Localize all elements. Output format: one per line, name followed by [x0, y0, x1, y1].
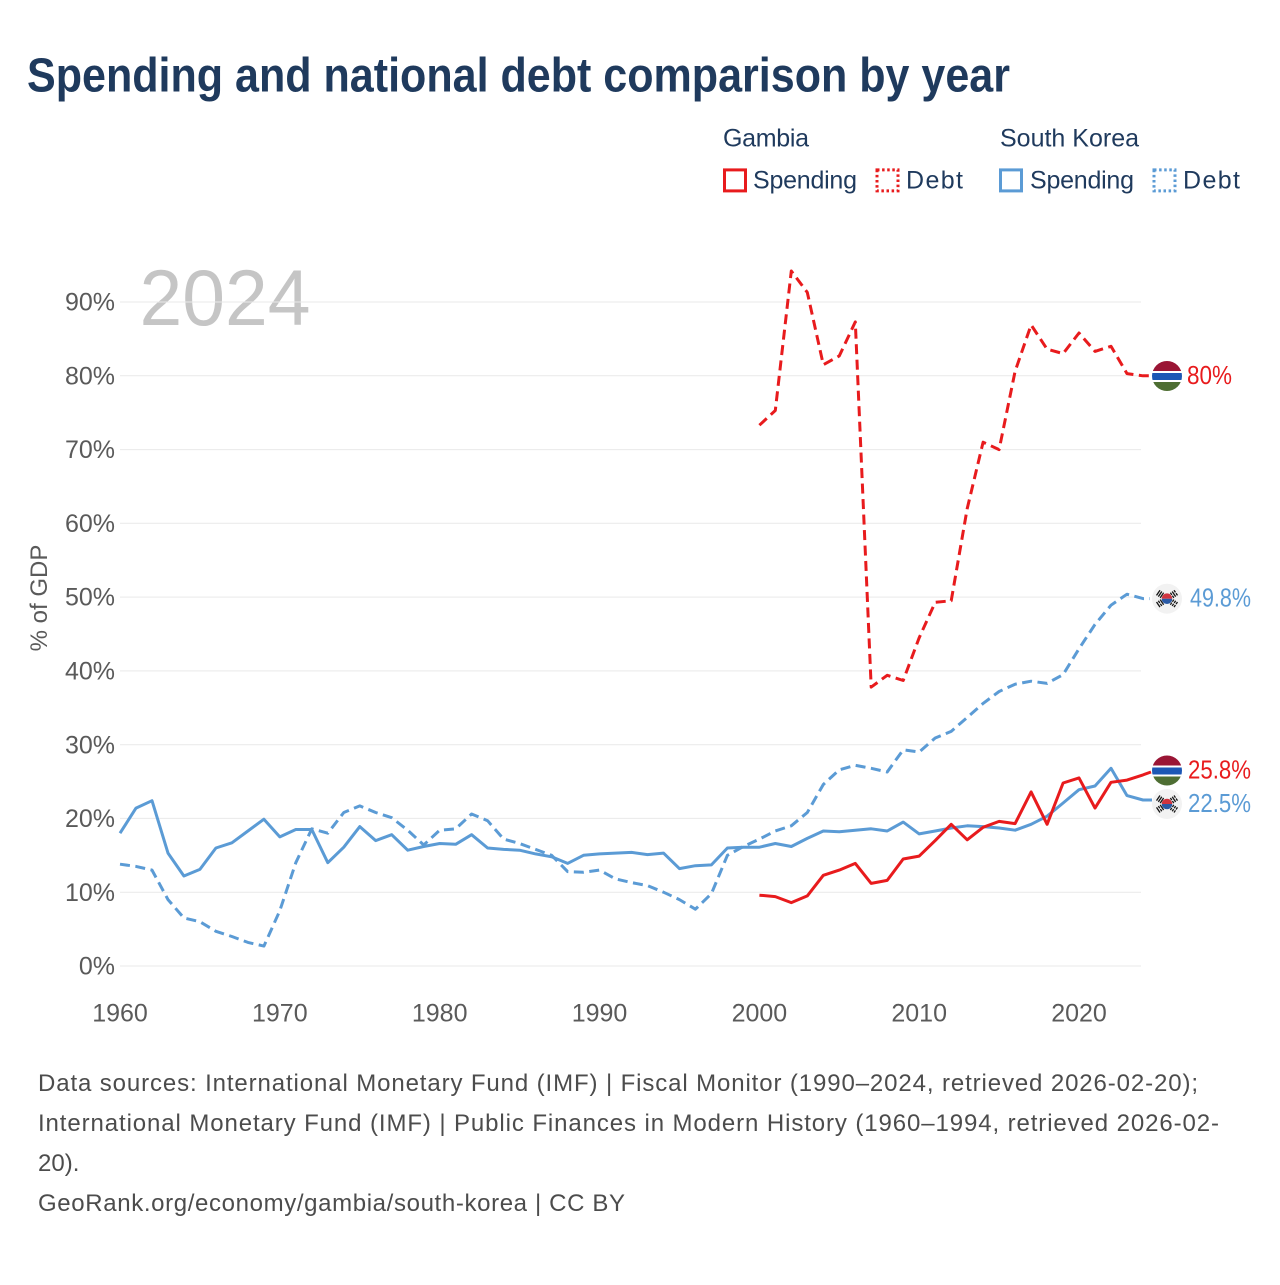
svg-text:25.8%: 25.8%: [1188, 757, 1251, 785]
svg-text:1960: 1960: [92, 1000, 148, 1028]
svg-text:GeoRank.org/economy/gambia/sou: GeoRank.org/economy/gambia/south-korea |…: [38, 1190, 625, 1217]
svg-text:10%: 10%: [65, 879, 115, 907]
svg-text:30%: 30%: [65, 731, 115, 759]
svg-text:80%: 80%: [1187, 362, 1232, 390]
svg-text:% of GDP: % of GDP: [26, 545, 53, 652]
svg-text:80%: 80%: [65, 362, 115, 390]
svg-text:2010: 2010: [891, 1000, 947, 1028]
svg-text:90%: 90%: [65, 289, 115, 317]
svg-text:Spending: Spending: [1030, 167, 1134, 195]
svg-text:South Korea: South Korea: [1000, 125, 1139, 153]
svg-text:20).: 20).: [38, 1150, 79, 1177]
svg-text:1980: 1980: [412, 1000, 468, 1028]
svg-text:50%: 50%: [65, 584, 115, 612]
svg-text:20%: 20%: [65, 805, 115, 833]
svg-text:Gambia: Gambia: [723, 125, 809, 153]
svg-text:40%: 40%: [65, 658, 115, 686]
svg-text:1970: 1970: [252, 1000, 308, 1028]
svg-text:60%: 60%: [65, 510, 115, 538]
svg-text:0%: 0%: [79, 953, 115, 981]
svg-text:2024: 2024: [140, 253, 311, 342]
svg-text:Debt: Debt: [906, 167, 963, 195]
svg-text:1990: 1990: [572, 1000, 628, 1028]
svg-text:49.8%: 49.8%: [1190, 585, 1251, 613]
svg-text:Data sources: International Mo: Data sources: International Monetary Fun…: [38, 1070, 1198, 1097]
svg-text:2020: 2020: [1051, 1000, 1107, 1028]
svg-text:22.5%: 22.5%: [1188, 790, 1251, 818]
svg-text:Debt: Debt: [1183, 167, 1240, 195]
svg-text:70%: 70%: [65, 436, 115, 464]
svg-text:Spending: Spending: [753, 167, 857, 195]
svg-text:International Monetary Fund (I: International Monetary Fund (IMF) | Publ…: [38, 1110, 1219, 1137]
svg-text:2000: 2000: [732, 1000, 788, 1028]
svg-text:Spending and national debt com: Spending and national debt comparison by…: [27, 50, 1010, 103]
